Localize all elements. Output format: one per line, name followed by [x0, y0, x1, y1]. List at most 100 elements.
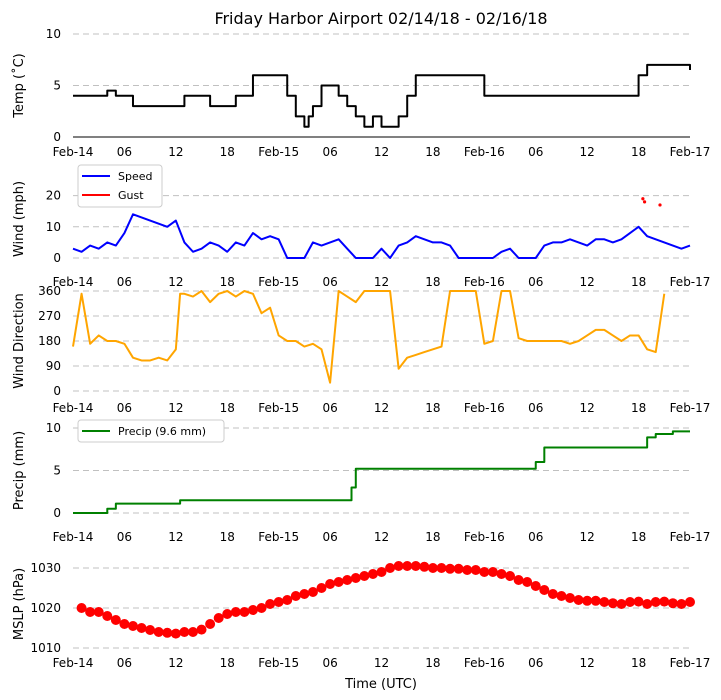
x-tick-label: Feb-16: [464, 401, 505, 415]
panel-wind: 0 10 20 Feb-14 06 12 18 Feb-15 06 12 18 Feb-16 06 12 1…: [12, 164, 711, 289]
x-tick-label: Feb-14: [53, 275, 94, 289]
mslp-point: [479, 567, 490, 577]
mslp-point: [110, 615, 121, 625]
mslp-point: [179, 627, 190, 637]
x-tick-label: 18: [631, 530, 646, 544]
mslp-point: [453, 563, 464, 574]
y-tick-label: 5: [53, 79, 61, 93]
mslp-point: [599, 597, 610, 607]
mslp-point: [642, 599, 653, 609]
mslp-point: [299, 589, 310, 599]
x-tick-label: Feb-17: [670, 145, 711, 159]
x-tick-label: 12: [374, 275, 389, 289]
mslp-point: [333, 577, 344, 587]
mslp-point: [385, 563, 396, 573]
y-tick-label: 10: [46, 27, 61, 41]
x-tick-label: 12: [580, 530, 595, 544]
gust-point: [658, 203, 662, 207]
mslp-point: [539, 585, 550, 595]
mslp-point: [513, 575, 524, 585]
x-tick-label: Feb-17: [670, 401, 711, 415]
y-tick-label: 10: [46, 421, 61, 435]
mslp-point: [273, 597, 284, 607]
x-tick-label: 06: [322, 401, 337, 415]
mslp-point: [522, 577, 533, 587]
panel-wind_direction: 0 90 180 270 360 Feb-14 06 12 18 Feb-15 06 12 18 Feb-…: [12, 284, 710, 415]
x-tick-label: 06: [528, 530, 543, 544]
mslp-point: [427, 563, 438, 573]
y-axis-label: Precip (mm): [12, 431, 27, 510]
mslp-point: [102, 611, 113, 621]
mslp-point: [367, 569, 378, 579]
x-tick-label: 06: [322, 656, 337, 670]
y-tick-label: 360: [38, 284, 61, 298]
mslp-point: [505, 571, 516, 581]
panel-mslp: 1010 1020 1030 Feb-14 06 12 18 Feb-15 06 12 18 Feb-…: [12, 561, 710, 670]
x-tick-label: 18: [631, 145, 646, 159]
mslp-point: [496, 569, 507, 579]
x-tick-label: 12: [374, 401, 389, 415]
x-tick-label: 18: [220, 530, 235, 544]
mslp-point: [119, 619, 130, 629]
y-tick-label: 90: [46, 359, 61, 373]
y-tick-label: 1020: [30, 601, 61, 615]
x-tick-label: 12: [168, 401, 183, 415]
mslp-point: [205, 619, 216, 629]
mslp-point: [530, 581, 541, 591]
x-tick-label: 12: [580, 401, 595, 415]
mslp-point: [556, 591, 567, 601]
y-axis-label: Temp (˚C): [11, 53, 27, 119]
legend-speed-label: Speed: [118, 170, 152, 183]
mslp-point: [659, 596, 670, 607]
x-tick-label: Feb-14: [53, 656, 94, 670]
legend-precip-label: Precip (9.6 mm): [118, 425, 206, 438]
x-tick-label: Feb-14: [53, 145, 94, 159]
x-tick-label: Feb-15: [258, 145, 299, 159]
mslp-point: [265, 599, 276, 609]
x-tick-label: 18: [631, 275, 646, 289]
y-tick-label: 5: [53, 464, 61, 478]
mslp-point: [470, 565, 481, 575]
x-tick-label: 06: [117, 275, 132, 289]
x-tick-label: 06: [322, 145, 337, 159]
y-tick-label: 0: [53, 384, 61, 398]
x-tick-label: 06: [322, 530, 337, 544]
x-tick-label: Feb-16: [464, 530, 505, 544]
x-tick-label: 06: [528, 275, 543, 289]
x-tick-label: 12: [168, 145, 183, 159]
mslp-point: [127, 621, 138, 631]
mslp-point: [76, 603, 87, 613]
mslp-point: [616, 599, 627, 609]
panel-temperature: 0 5 10 Feb-14 06 12 18 Feb-15 06 12 18 Feb-16 06 12 18…: [11, 27, 710, 159]
x-tick-label: 06: [117, 401, 132, 415]
x-tick-label: 12: [580, 145, 595, 159]
mslp-point: [633, 596, 644, 607]
x-tick-label: Feb-15: [258, 656, 299, 670]
legend-box: [77, 419, 225, 443]
x-tick-label: 12: [168, 656, 183, 670]
x-tick-label: 18: [425, 401, 440, 415]
x-tick-label: 18: [220, 145, 235, 159]
x-tick-label: 18: [631, 656, 646, 670]
x-tick-label: Feb-16: [464, 275, 505, 289]
x-tick-label: 06: [322, 275, 337, 289]
x-tick-label: Feb-15: [258, 275, 299, 289]
x-tick-label: 18: [220, 401, 235, 415]
x-tick-label: 18: [425, 530, 440, 544]
mslp-point: [402, 561, 413, 571]
mslp-point: [93, 607, 104, 617]
mslp-point: [462, 565, 473, 575]
mslp-point: [145, 625, 156, 635]
x-tick-label: Feb-17: [670, 275, 711, 289]
x-tick-label: Feb-17: [670, 530, 711, 544]
x-tick-label: 12: [580, 275, 595, 289]
x-tick-label: 12: [168, 530, 183, 544]
mslp-point: [256, 603, 267, 613]
y-axis-label: MSLP (hPa): [12, 568, 27, 640]
mslp-point: [247, 605, 258, 615]
y-tick-label: 180: [38, 334, 61, 348]
x-tick-label: 06: [117, 145, 132, 159]
x-tick-label: 18: [631, 401, 646, 415]
precip-line: [73, 430, 690, 514]
